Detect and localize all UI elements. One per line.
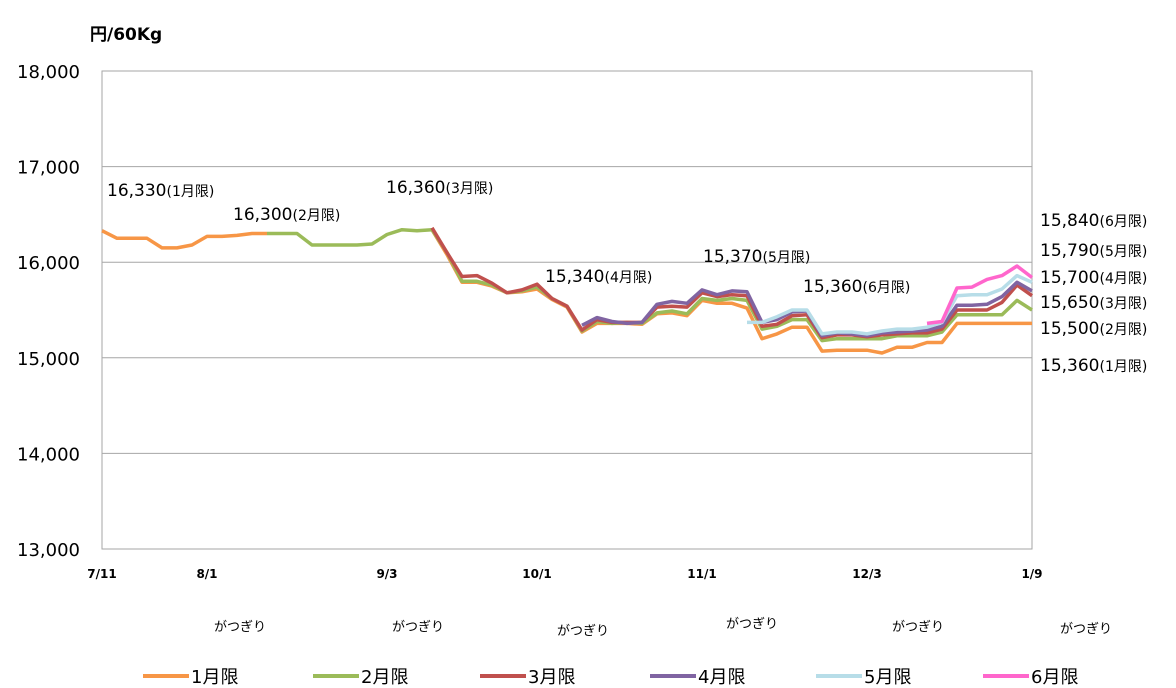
legend-label: 3月限 (528, 667, 575, 688)
label-contract: (3月限) (445, 181, 493, 197)
label-value: 15,370 (703, 247, 762, 267)
y-tick-label: 17,000 (17, 158, 80, 179)
annotation: 16,360(3月限) (386, 178, 493, 198)
annotation: 15,340(4月限) (545, 267, 652, 287)
x-tick-label: 9/3 (376, 567, 397, 581)
end-label: 15,650(3月限) (1040, 293, 1147, 313)
x-tick-label: 1/9 (1021, 567, 1042, 581)
label-value: 15,840 (1040, 211, 1099, 231)
label-contract: (5月限) (762, 250, 810, 266)
label-value: 15,360 (1040, 356, 1099, 376)
legend-label: 6月限 (1031, 667, 1078, 688)
x-note: がつぎり (392, 620, 444, 635)
x-note: がつぎり (1060, 622, 1112, 637)
label-value: 16,300 (233, 205, 292, 225)
label-value: 15,790 (1040, 241, 1099, 261)
label-contract: (4月限) (604, 270, 652, 286)
label-contract: (1月限) (1099, 359, 1147, 375)
label-value: 15,700 (1040, 268, 1099, 288)
label-value: 15,650 (1040, 293, 1099, 313)
x-tick-label: 8/1 (196, 567, 217, 581)
annotation: 16,330(1月限) (107, 181, 214, 201)
series-line (747, 273, 1033, 336)
label-contract: (5月限) (1099, 244, 1147, 260)
end-label: 15,360(1月限) (1040, 356, 1147, 376)
label-value: 15,340 (545, 267, 604, 287)
label-contract: (1月限) (166, 184, 214, 200)
x-note: がつぎり (726, 617, 778, 632)
label-contract: (4月限) (1099, 271, 1147, 287)
label-value: 16,330 (107, 181, 166, 201)
annotation: 15,360(6月限) (803, 277, 910, 297)
label-contract: (6月限) (862, 280, 910, 296)
legend-label: 2月限 (361, 667, 408, 688)
x-tick-label: 10/1 (522, 567, 551, 581)
x-tick-label: 12/3 (852, 567, 881, 581)
series-line (267, 227, 1033, 343)
y-tick-label: 13,000 (17, 540, 80, 561)
y-tick-label: 14,000 (17, 444, 80, 465)
annotation: 16,300(2月限) (233, 205, 340, 225)
y-tick-label: 16,000 (17, 253, 80, 274)
label-value: 15,360 (803, 277, 862, 297)
end-label: 15,790(5月限) (1040, 241, 1147, 261)
annotation: 15,370(5月限) (703, 247, 810, 267)
end-label: 15,500(2月限) (1040, 319, 1147, 339)
x-tick-label: 11/1 (687, 567, 716, 581)
label-value: 16,360 (386, 178, 445, 198)
y-axis-label: 円/60Kg (90, 25, 162, 45)
x-note: がつぎり (892, 620, 944, 635)
label-contract: (6月限) (1099, 214, 1147, 230)
label-value: 15,500 (1040, 319, 1099, 339)
x-note: がつぎり (214, 620, 266, 635)
legend-label: 4月限 (698, 667, 745, 688)
x-tick-label: 7/11 (87, 567, 116, 581)
y-tick-label: 18,000 (17, 62, 80, 83)
legend-label: 1月限 (191, 667, 238, 688)
end-label: 15,700(4月限) (1040, 268, 1147, 288)
label-contract: (3月限) (1099, 296, 1147, 312)
series-line (430, 226, 1034, 340)
x-note: がつぎり (557, 624, 609, 639)
legend-label: 5月限 (864, 667, 911, 688)
label-contract: (2月限) (292, 208, 340, 224)
y-tick-label: 15,000 (17, 349, 80, 370)
label-contract: (2月限) (1099, 322, 1147, 338)
series-line (926, 264, 1034, 326)
end-label: 15,840(6月限) (1040, 211, 1147, 231)
